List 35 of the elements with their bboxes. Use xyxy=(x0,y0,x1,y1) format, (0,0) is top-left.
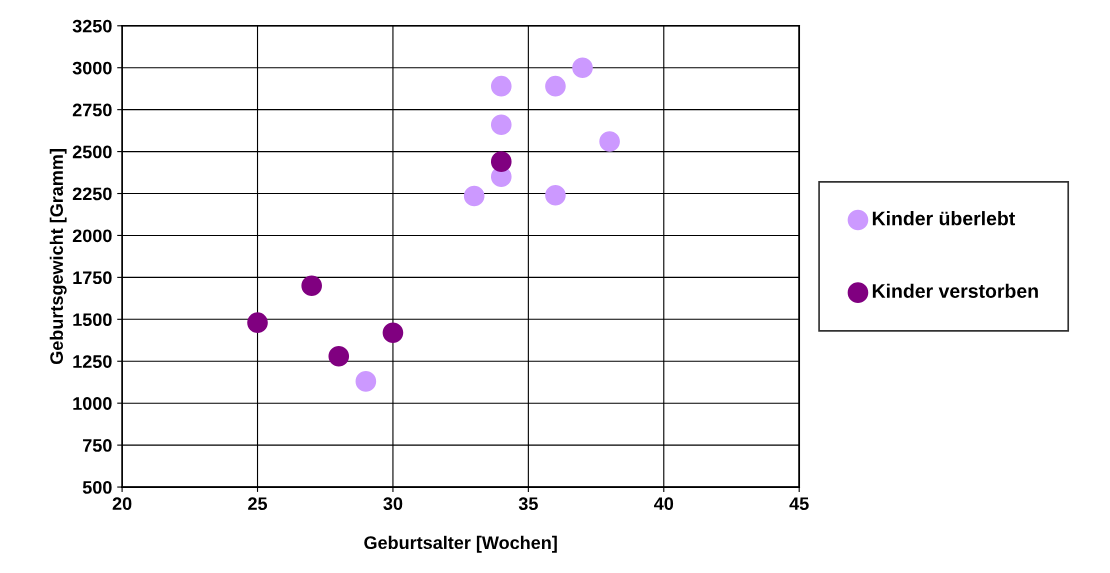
x-tick-label: 40 xyxy=(654,497,674,511)
point xyxy=(355,371,377,392)
y-tick-label: 500 xyxy=(82,480,112,494)
y-tick-label: 1750 xyxy=(73,271,112,285)
point xyxy=(463,185,485,207)
y-tick-label: 2000 xyxy=(72,229,112,243)
y-tick-label: 2500 xyxy=(72,145,112,159)
x-tick-label: 45 xyxy=(789,497,809,511)
y-axis-title: Geburtsgewicht [Gramm] xyxy=(49,149,67,365)
x-axis-title: Geburtsalter [Wochen] xyxy=(364,535,557,553)
point xyxy=(490,151,512,172)
y-tick-label: 2750 xyxy=(72,103,112,117)
point xyxy=(247,312,268,333)
y-tick-label: 750 xyxy=(83,439,112,452)
y-tick-label: 1250 xyxy=(73,355,112,368)
point xyxy=(545,75,566,97)
point xyxy=(572,57,593,79)
point xyxy=(490,75,512,97)
y-tick-label: 3250 xyxy=(72,19,112,33)
y-tick-label: 1500 xyxy=(73,313,112,327)
point xyxy=(301,275,322,297)
legend-label: Kinder überlebt xyxy=(872,211,1016,226)
y-tick-label: 1000 xyxy=(73,397,112,410)
y-tick-label: 3000 xyxy=(72,61,112,75)
x-tick-label: 25 xyxy=(248,497,268,511)
point xyxy=(545,184,566,206)
point xyxy=(382,322,404,344)
point xyxy=(599,131,620,152)
point xyxy=(490,114,512,136)
x-tick-label: 20 xyxy=(112,497,132,511)
x-tick-label: 35 xyxy=(518,497,538,511)
point xyxy=(328,345,350,367)
x-tick-label: 30 xyxy=(383,497,403,511)
legend-label: Kinder verstorben xyxy=(872,283,1038,298)
y-tick-label: 2250 xyxy=(72,187,112,201)
